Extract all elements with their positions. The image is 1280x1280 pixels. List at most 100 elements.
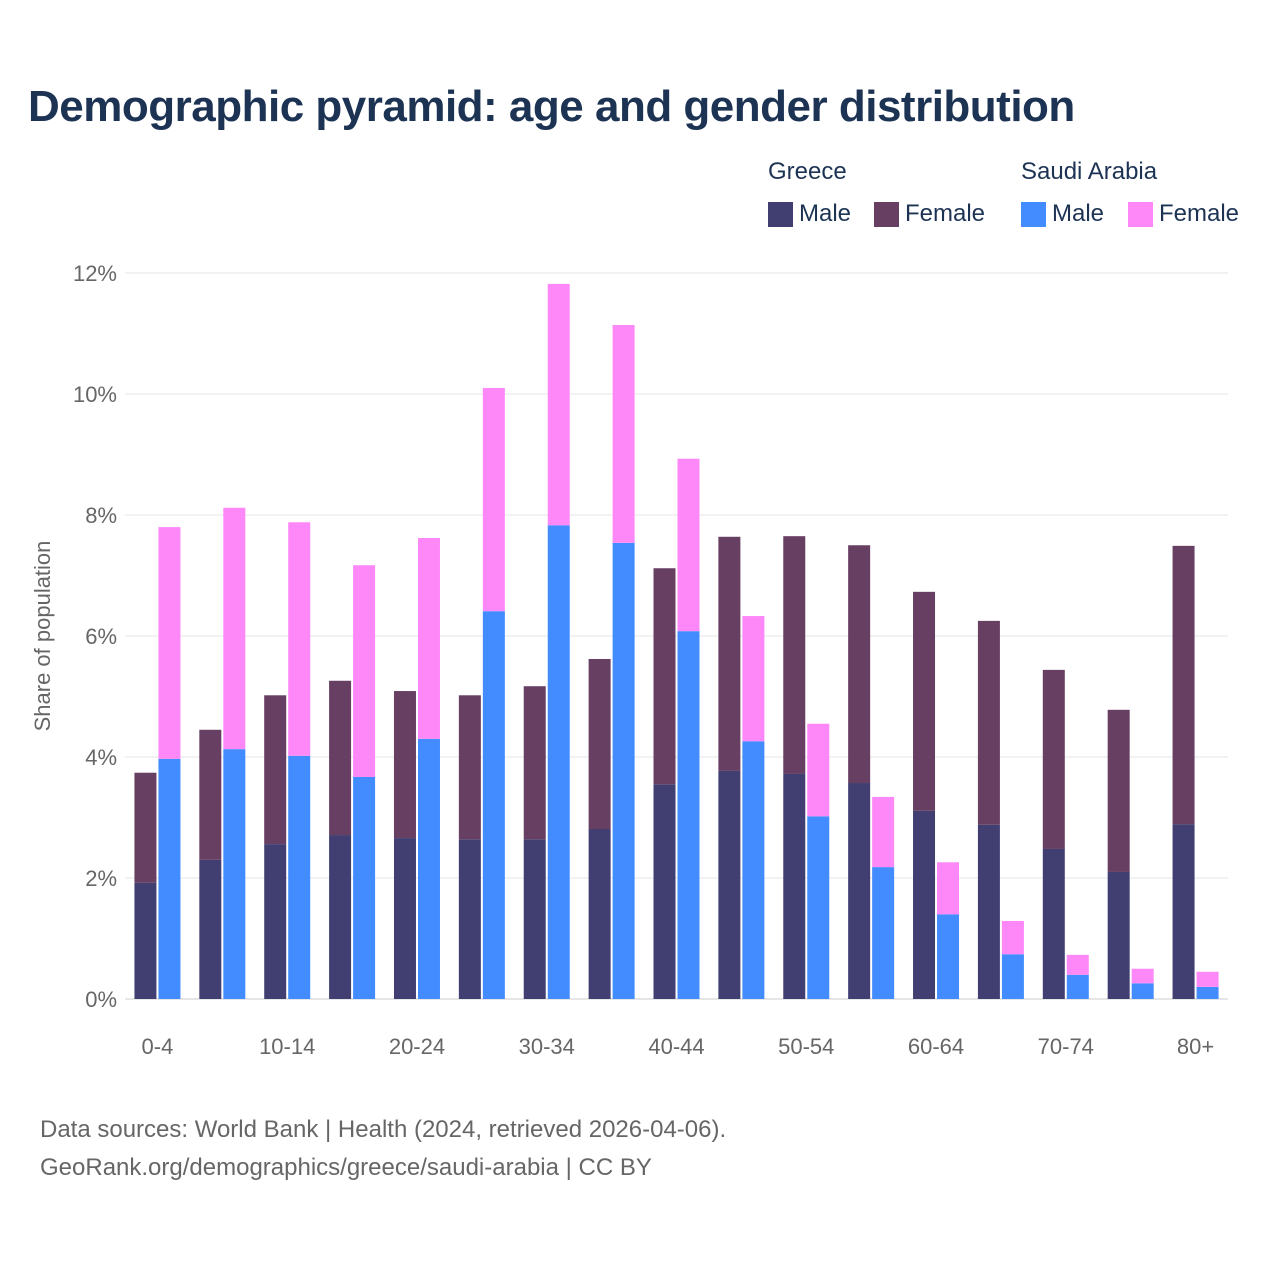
bar-greece-male: [783, 773, 806, 999]
bar-saudi-arabia-male: [223, 749, 246, 999]
bar-greece-male: [1042, 848, 1065, 999]
bar-saudi-arabia-female: [482, 387, 505, 612]
y-tick-label: 6%: [85, 624, 117, 649]
x-tick-label: 70-74: [1038, 1034, 1094, 1059]
bar-saudi-arabia-female: [677, 458, 700, 632]
y-axis-label: Share of population: [30, 541, 55, 732]
bar-greece-male: [718, 770, 741, 999]
bar-saudi-arabia-male: [288, 755, 311, 999]
bar-greece-male: [329, 835, 352, 999]
x-tick-label: 60-64: [908, 1034, 964, 1059]
legend-label: Male: [799, 200, 852, 227]
bar-greece-female: [1042, 669, 1065, 849]
bar-greece-male: [134, 882, 157, 999]
bar-greece-female: [329, 680, 352, 836]
legend-country-saudi-arabia: Saudi Arabia: [1021, 158, 1158, 185]
bar-saudi-arabia-male: [1066, 974, 1089, 999]
legend-country-greece: Greece: [768, 158, 847, 185]
bar-saudi-arabia-male: [807, 816, 830, 999]
bar-greece-male: [264, 844, 287, 999]
bar-saudi-arabia-female: [742, 616, 765, 742]
bar-greece-male: [1172, 824, 1195, 999]
legend-swatch: [768, 201, 793, 227]
chart-title: Demographic pyramid: age and gender dist…: [28, 82, 1075, 131]
y-tick-label: 12%: [73, 261, 117, 286]
source-line-2: GeoRank.org/demographics/greece/saudi-ar…: [40, 1154, 652, 1181]
legend-swatch: [1021, 201, 1046, 227]
x-tick-label: 30-34: [519, 1034, 575, 1059]
bar-saudi-arabia-female: [353, 565, 376, 777]
legend-saudi-male: Male: [1021, 200, 1104, 228]
x-tick-label: 80+: [1177, 1034, 1214, 1059]
bar-saudi-arabia-male: [482, 611, 505, 999]
source-line-1: Data sources: World Bank | Health (2024,…: [40, 1116, 727, 1143]
bar-saudi-arabia-male: [1196, 986, 1219, 999]
bar-greece-female: [977, 620, 1000, 825]
bar-saudi-arabia-female: [288, 522, 311, 756]
bar-greece-female: [1107, 709, 1130, 872]
y-tick-label: 4%: [85, 745, 117, 770]
bar-greece-male: [1107, 871, 1130, 999]
bar-saudi-arabia-female: [1131, 968, 1154, 984]
bar-saudi-arabia-male: [417, 738, 440, 999]
bar-saudi-arabia-male: [158, 758, 181, 999]
bar-greece-male: [393, 838, 416, 999]
legend-saudi-female: Female: [1128, 200, 1239, 228]
x-tick-label: 10-14: [259, 1034, 315, 1059]
bar-greece-male: [653, 784, 676, 999]
bar-greece-male: [458, 839, 481, 999]
bar-greece-female: [783, 536, 806, 774]
bar-greece-female: [134, 772, 157, 883]
legend-label: Female: [1159, 200, 1240, 227]
bar-saudi-arabia-female: [807, 723, 830, 817]
bar-greece-male: [913, 810, 936, 999]
bar-greece-female: [848, 545, 871, 784]
legend-greece-male: Male: [768, 200, 851, 228]
legend-label: Male: [1052, 200, 1105, 227]
legend-greece-female: Female: [874, 200, 985, 228]
bar-saudi-arabia-male: [547, 525, 570, 999]
bar-saudi-arabia-female: [1196, 971, 1219, 987]
bar-greece-female: [393, 691, 416, 839]
x-tick-label: 20-24: [389, 1034, 445, 1059]
bar-saudi-arabia-male: [872, 867, 895, 999]
y-tick-label: 2%: [85, 866, 117, 891]
bar-greece-male: [199, 859, 222, 999]
bar-greece-female: [199, 729, 222, 860]
legend-swatch: [874, 201, 899, 227]
bar-greece-female: [588, 658, 611, 829]
x-tick-label: 40-44: [648, 1034, 704, 1059]
bar-greece-female: [1172, 545, 1195, 825]
bar-greece-female: [458, 695, 481, 840]
bar-saudi-arabia-female: [872, 796, 895, 868]
bar-greece-male: [588, 828, 611, 999]
x-tick-label: 0-4: [142, 1034, 174, 1059]
bar-saudi-arabia-female: [612, 325, 635, 543]
bar-saudi-arabia-female: [417, 537, 440, 739]
x-tick-label: 50-54: [778, 1034, 834, 1059]
bar-greece-female: [913, 591, 936, 811]
bar-saudi-arabia-male: [1001, 954, 1024, 999]
bar-saudi-arabia-male: [612, 542, 635, 999]
y-tick-label: 8%: [85, 503, 117, 528]
bar-saudi-arabia-female: [1001, 920, 1024, 955]
bar-saudi-arabia-male: [937, 914, 960, 999]
bar-greece-female: [523, 686, 546, 840]
bar-saudi-arabia-male: [353, 776, 376, 999]
bar-greece-male: [523, 839, 546, 999]
bar-saudi-arabia-male: [1131, 983, 1154, 999]
y-tick-label: 10%: [73, 382, 117, 407]
bar-greece-male: [977, 824, 1000, 999]
bar-saudi-arabia-female: [547, 283, 570, 526]
y-tick-label: 0%: [85, 987, 117, 1012]
bar-saudi-arabia-female: [223, 507, 246, 750]
bar-saudi-arabia-female: [158, 527, 181, 759]
bar-greece-female: [653, 568, 676, 785]
bar-saudi-arabia-male: [742, 741, 765, 999]
bar-saudi-arabia-female: [1066, 954, 1089, 975]
bar-greece-female: [264, 695, 287, 845]
bar-greece-female: [718, 536, 741, 771]
bar-saudi-arabia-male: [677, 631, 700, 999]
